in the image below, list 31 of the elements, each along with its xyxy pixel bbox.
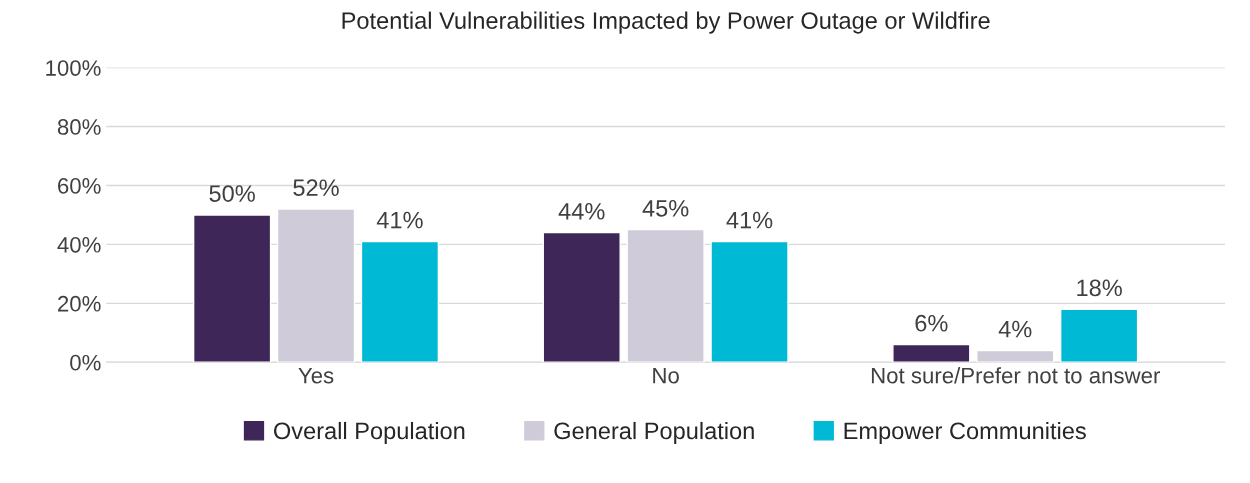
x-tick-label: No [653, 367, 679, 384]
bar [360, 240, 440, 363]
y-tick-label: 100% [46, 60, 101, 76]
data-label: 50% [209, 185, 255, 202]
x-tick-label: Not sure/Prefer not to answer [871, 367, 1160, 384]
y-tick-label: 40% [57, 236, 101, 253]
bar [1059, 308, 1139, 363]
bar [626, 228, 705, 363]
data-label: 18% [1077, 279, 1122, 297]
x-tick-label: Yes [298, 367, 334, 384]
y-tick-label: 0% [70, 354, 101, 371]
data-label: 44% [558, 203, 605, 220]
data-label: 41% [376, 211, 423, 229]
bar [710, 240, 789, 363]
bar [192, 214, 272, 363]
legend-label: Overall Population [274, 421, 465, 444]
bar [976, 349, 1055, 363]
data-label: 45% [642, 200, 689, 217]
bar [276, 208, 356, 363]
chart-title: Potential Vulnerabilities Impacted by Power Outage or Wildfire [342, 11, 990, 34]
data-label: 6% [915, 314, 948, 332]
y-tick-label: 60% [58, 178, 101, 194]
data-label: 4% [998, 320, 1032, 338]
bar [892, 343, 971, 363]
data-label: 41% [726, 211, 773, 229]
legend-label: Empower Communities [844, 421, 1086, 444]
legend-label: General Population [554, 421, 754, 444]
bar [542, 231, 621, 363]
y-tick-label: 80% [57, 119, 101, 135]
y-tick-label: 20% [58, 295, 101, 312]
data-label: 52% [293, 179, 339, 197]
